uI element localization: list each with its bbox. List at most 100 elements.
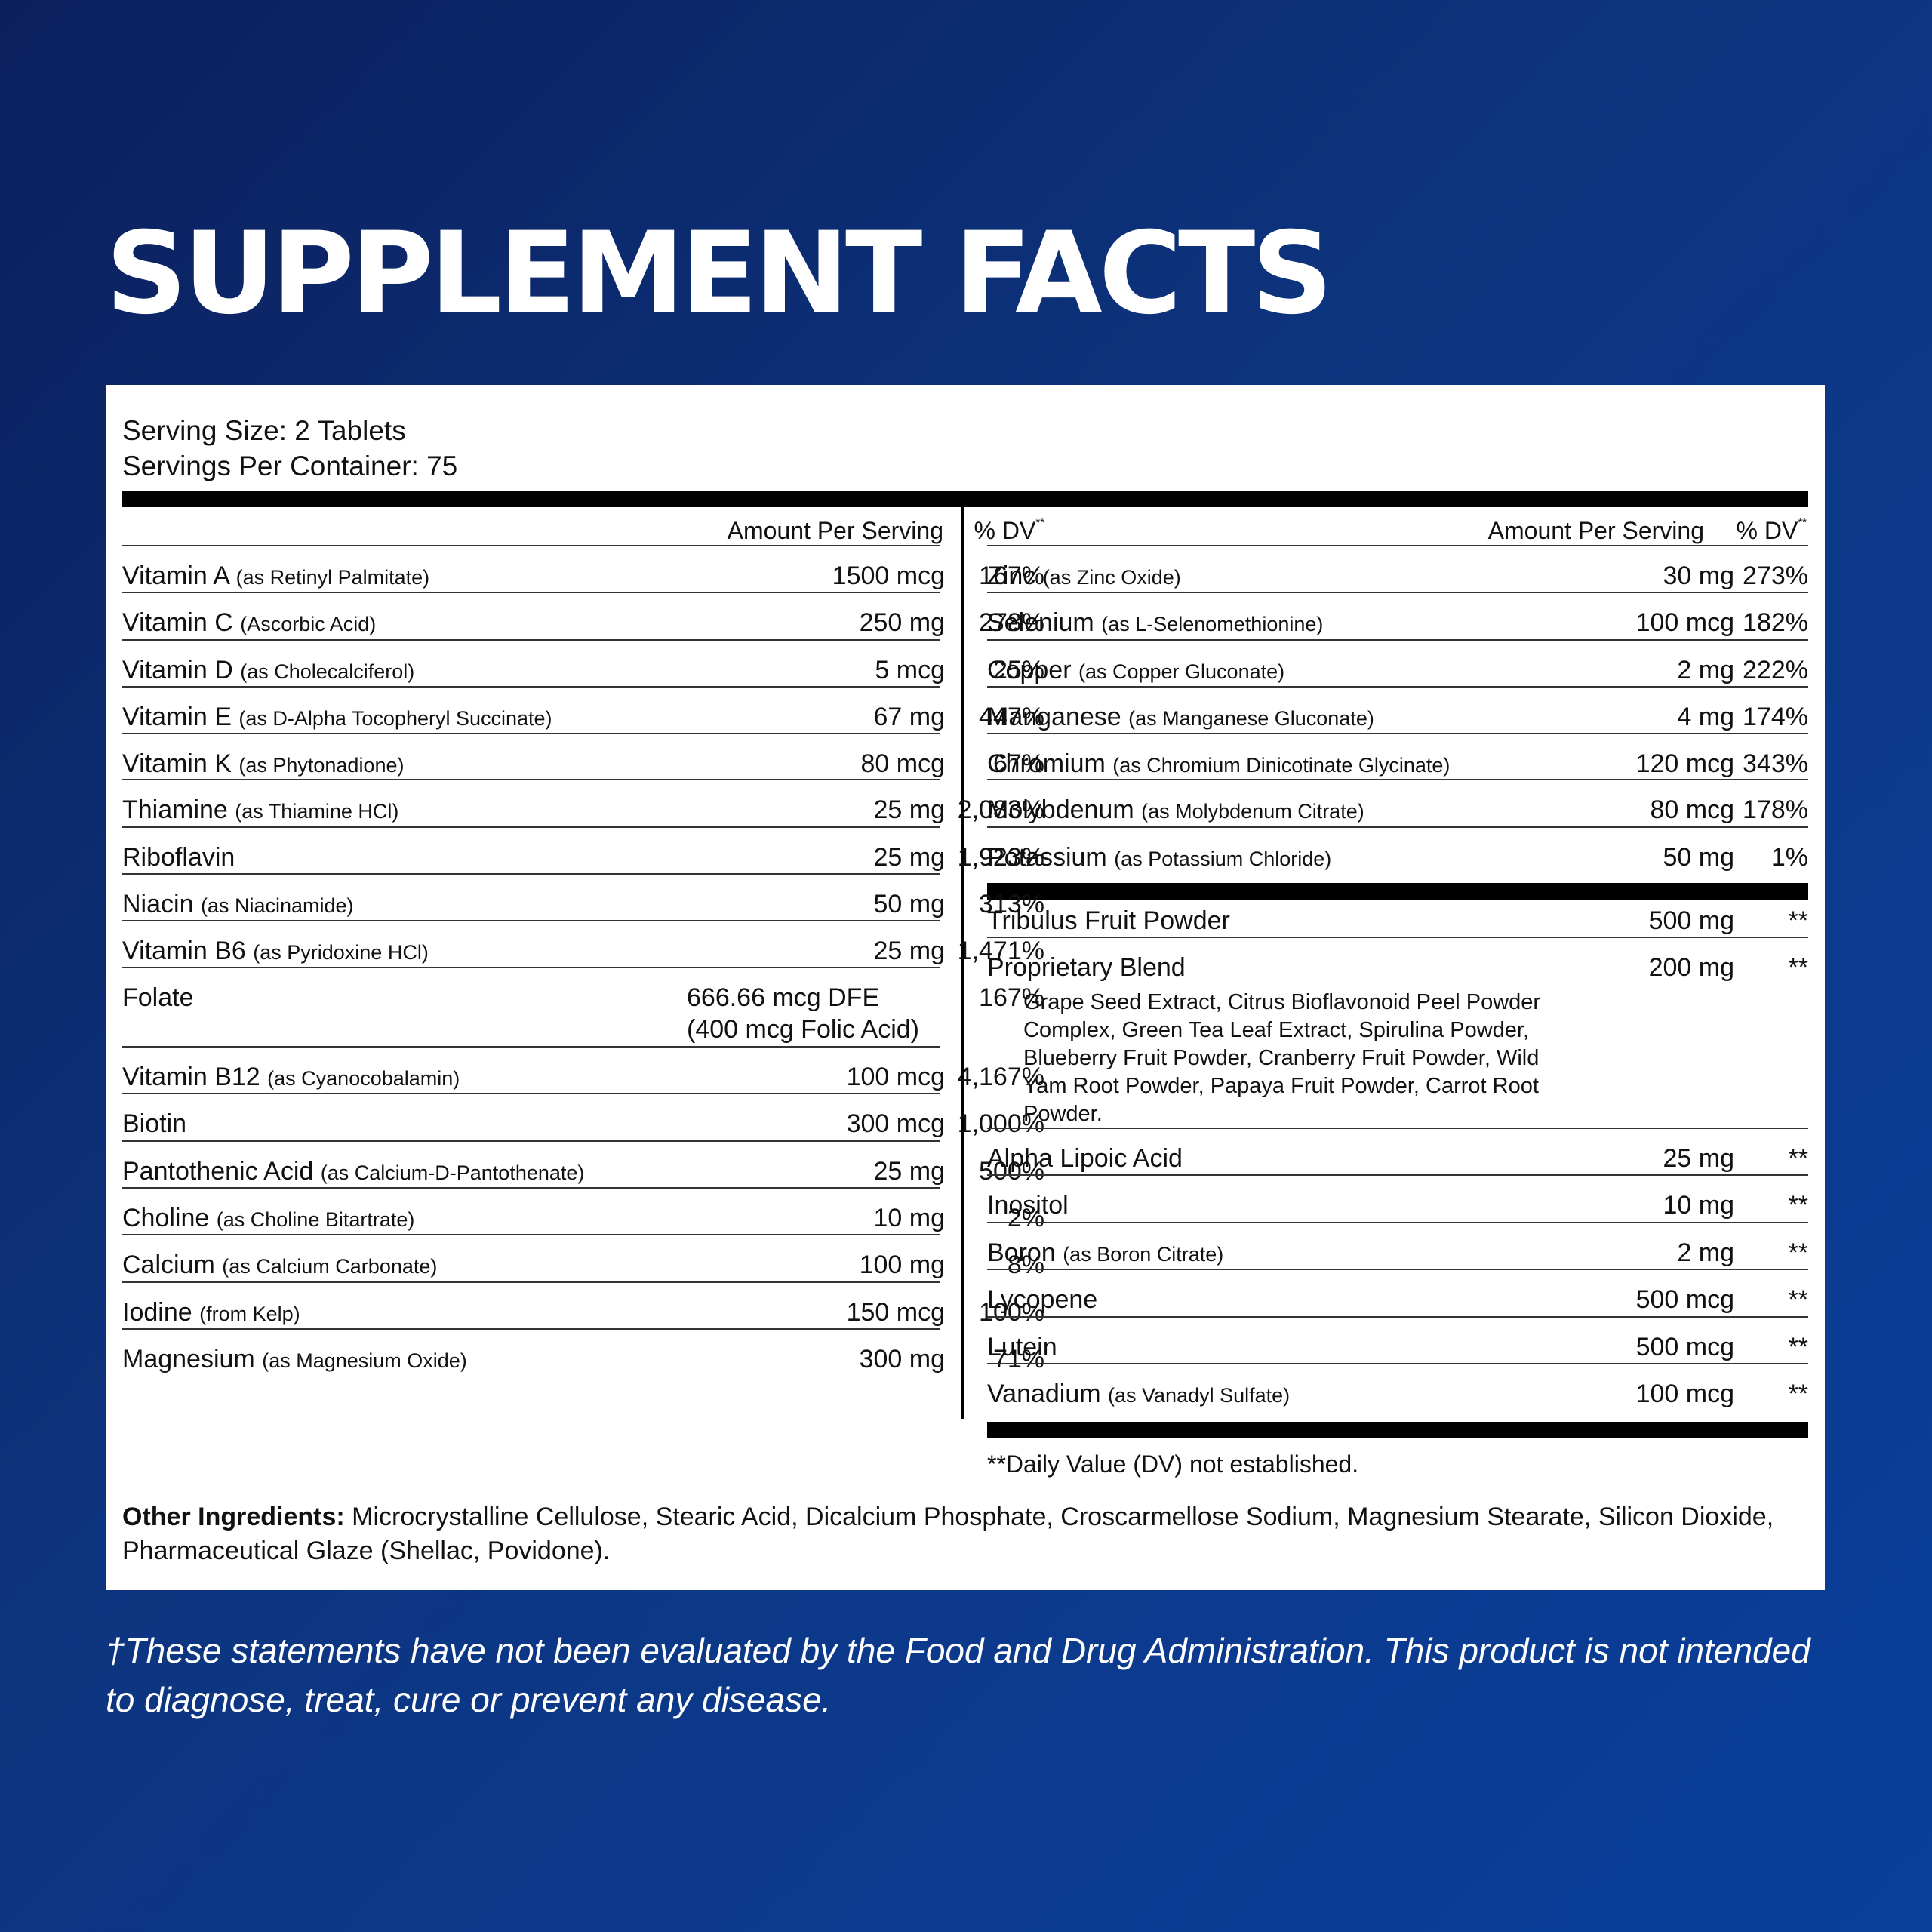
daily-value: ** — [1788, 1380, 1808, 1408]
amount-value: 67 mg — [873, 703, 946, 731]
nutrient-name: Choline (as Choline Bitartrate) — [122, 1205, 414, 1231]
nutrient-name: Molybdenum (as Molybdenum Citrate) — [987, 797, 1364, 823]
amount-per-serving: 666.66 mcg DFE (400 mcg Folic Acid) — [687, 982, 919, 1045]
row-divider — [987, 779, 1808, 780]
nutrient-label: Tribulus Fruit Powder — [987, 906, 1230, 935]
amount-value: 10 mg — [873, 1204, 946, 1232]
daily-value: 167% — [979, 983, 1044, 1012]
nutrient-label: Lutein — [987, 1333, 1057, 1361]
nutrient-source: (as Calcium-D-Pantothenate) — [320, 1161, 585, 1184]
daily-value: ** — [1788, 1144, 1808, 1173]
amount-value: 25 mg — [873, 937, 946, 965]
nutrient-label: Inositol — [987, 1191, 1069, 1220]
nutrient-source: (as Retinyl Palmitate) — [235, 566, 430, 589]
daily-value: ** — [1788, 1333, 1808, 1361]
nutrient-name: Vitamin A (as Retinyl Palmitate) — [122, 563, 429, 589]
amount-per-serving: 1500 mcg — [832, 563, 945, 589]
daily-value: ** — [1788, 1238, 1808, 1267]
nutrient-source: (as Choline Bitartrate) — [216, 1208, 415, 1231]
nutrient-source: (as Vanadyl Sulfate) — [1108, 1384, 1291, 1407]
nutrient-label: Boron — [987, 1238, 1056, 1267]
serving-size: Serving Size: 2 Tablets — [122, 415, 406, 446]
row-divider — [122, 733, 940, 734]
right-dv-header: % DV** — [1736, 516, 1807, 544]
nutrient-source: (as Zinc Oxide) — [1042, 566, 1181, 589]
nutrient-label: Potassium — [987, 843, 1107, 872]
daily-value: 273% — [1743, 561, 1808, 590]
daily-value: 343% — [1743, 749, 1808, 778]
nutrient-label: Alpha Lipoic Acid — [987, 1144, 1183, 1173]
row-divider — [122, 592, 940, 593]
row-divider — [987, 826, 1808, 828]
row-divider — [987, 592, 1808, 593]
nutrient-name: Manganese (as Manganese Gluconate) — [987, 704, 1374, 730]
row-divider — [987, 733, 1808, 734]
amount-per-serving: 80 mcg — [1651, 797, 1735, 823]
row-divider — [987, 1222, 1808, 1223]
amount-per-serving: 150 mcg — [847, 1300, 945, 1325]
daily-value: 25% — [992, 656, 1044, 685]
amount-per-serving: 4 mg — [1677, 704, 1734, 730]
amount-value: 300 mcg — [846, 1109, 945, 1138]
row-divider — [122, 920, 940, 921]
amount-per-serving: 25 mg — [1663, 1146, 1735, 1171]
daily-value: 67% — [992, 749, 1044, 778]
row-divider — [122, 545, 940, 546]
row-divider — [987, 1174, 1808, 1176]
servings-per-container: Servings Per Container: 75 — [122, 451, 458, 481]
nutrient-label: Vitamin K — [122, 749, 232, 778]
fda-disclaimer: †These statements have not been evaluate… — [106, 1631, 1810, 1719]
amount-value: 300 mg — [859, 1345, 945, 1374]
nutrient-source: (as Niacinamide) — [200, 894, 354, 917]
row-divider — [122, 686, 940, 688]
daily-value: 222% — [1743, 656, 1808, 685]
nutrient-source: (as Magnesium Oxide) — [262, 1349, 467, 1372]
nutrient-name: Vitamin C (Ascorbic Acid) — [122, 610, 376, 635]
nutrient-name: Inositol — [987, 1192, 1069, 1218]
nutrient-name: Lutein — [987, 1334, 1057, 1360]
amount-value: 100 mcg — [1635, 608, 1734, 637]
amount-per-serving: 250 mg — [860, 610, 945, 635]
nutrient-source: (as L-Selenomethionine) — [1101, 613, 1324, 635]
daily-value: ** — [1788, 906, 1808, 935]
proprietary-blend-ingredients: Grape Seed Extract, Citrus Bioflavonoid … — [1023, 990, 1541, 1126]
daily-value: 1,471% — [957, 937, 1044, 965]
row-divider — [987, 686, 1808, 688]
daily-value: 1,000% — [957, 1109, 1044, 1138]
amount-value: 2 mg — [1677, 656, 1734, 685]
amount-value: 25 mg — [873, 843, 946, 872]
amount-value: 666.66 mcg DFE — [687, 983, 880, 1012]
section-rule — [987, 883, 1808, 900]
nutrient-name: Biotin — [122, 1111, 186, 1137]
nutrient-label: Vitamin D — [122, 656, 233, 685]
amount-per-serving: 500 mcg — [1636, 1287, 1734, 1312]
amount-value: 120 mcg — [1635, 749, 1734, 778]
amount-value: 25 mg — [873, 795, 946, 824]
nutrient-name: Vitamin K (as Phytonadione) — [122, 751, 404, 777]
nutrient-label: Pantothenic Acid — [122, 1157, 314, 1186]
amount-per-serving: 300 mcg — [847, 1111, 945, 1137]
amount-value: 250 mg — [859, 608, 945, 637]
nutrient-source: (as Cyanocobalamin) — [267, 1067, 460, 1090]
daily-value: 2% — [1007, 1204, 1044, 1232]
daily-value: 313% — [979, 890, 1044, 918]
amount-per-serving: 300 mg — [860, 1346, 945, 1372]
amount-per-serving: 2 mg — [1677, 657, 1734, 683]
amount-per-serving: 10 mg — [1663, 1192, 1735, 1218]
nutrient-name: Calcium (as Calcium Carbonate) — [122, 1252, 437, 1278]
amount-per-serving: 67 mg — [874, 704, 946, 730]
nutrient-label: Manganese — [987, 703, 1121, 731]
daily-value: 1% — [1770, 843, 1808, 872]
daily-value: 100% — [979, 1298, 1044, 1327]
nutrient-label: Magnesium — [122, 1345, 255, 1374]
nutrient-source: (as D-Alpha Tocopheryl Succinate) — [238, 707, 552, 730]
nutrient-name: Pantothenic Acid (as Calcium-D-Pantothen… — [122, 1158, 584, 1184]
nutrient-label: Proprietary Blend — [987, 953, 1186, 982]
amount-per-serving: 500 mg — [1649, 908, 1734, 934]
nutrient-label: Vitamin C — [122, 608, 233, 637]
nutrient-source: (as Phytonadione) — [238, 754, 405, 777]
amount-per-serving: 5 mcg — [875, 657, 945, 683]
nutrient-label: Thiamine — [122, 795, 228, 824]
nutrient-name: Vanadium (as Vanadyl Sulfate) — [987, 1381, 1290, 1407]
nutrient-source: (as Thiamine HCl) — [235, 800, 399, 823]
